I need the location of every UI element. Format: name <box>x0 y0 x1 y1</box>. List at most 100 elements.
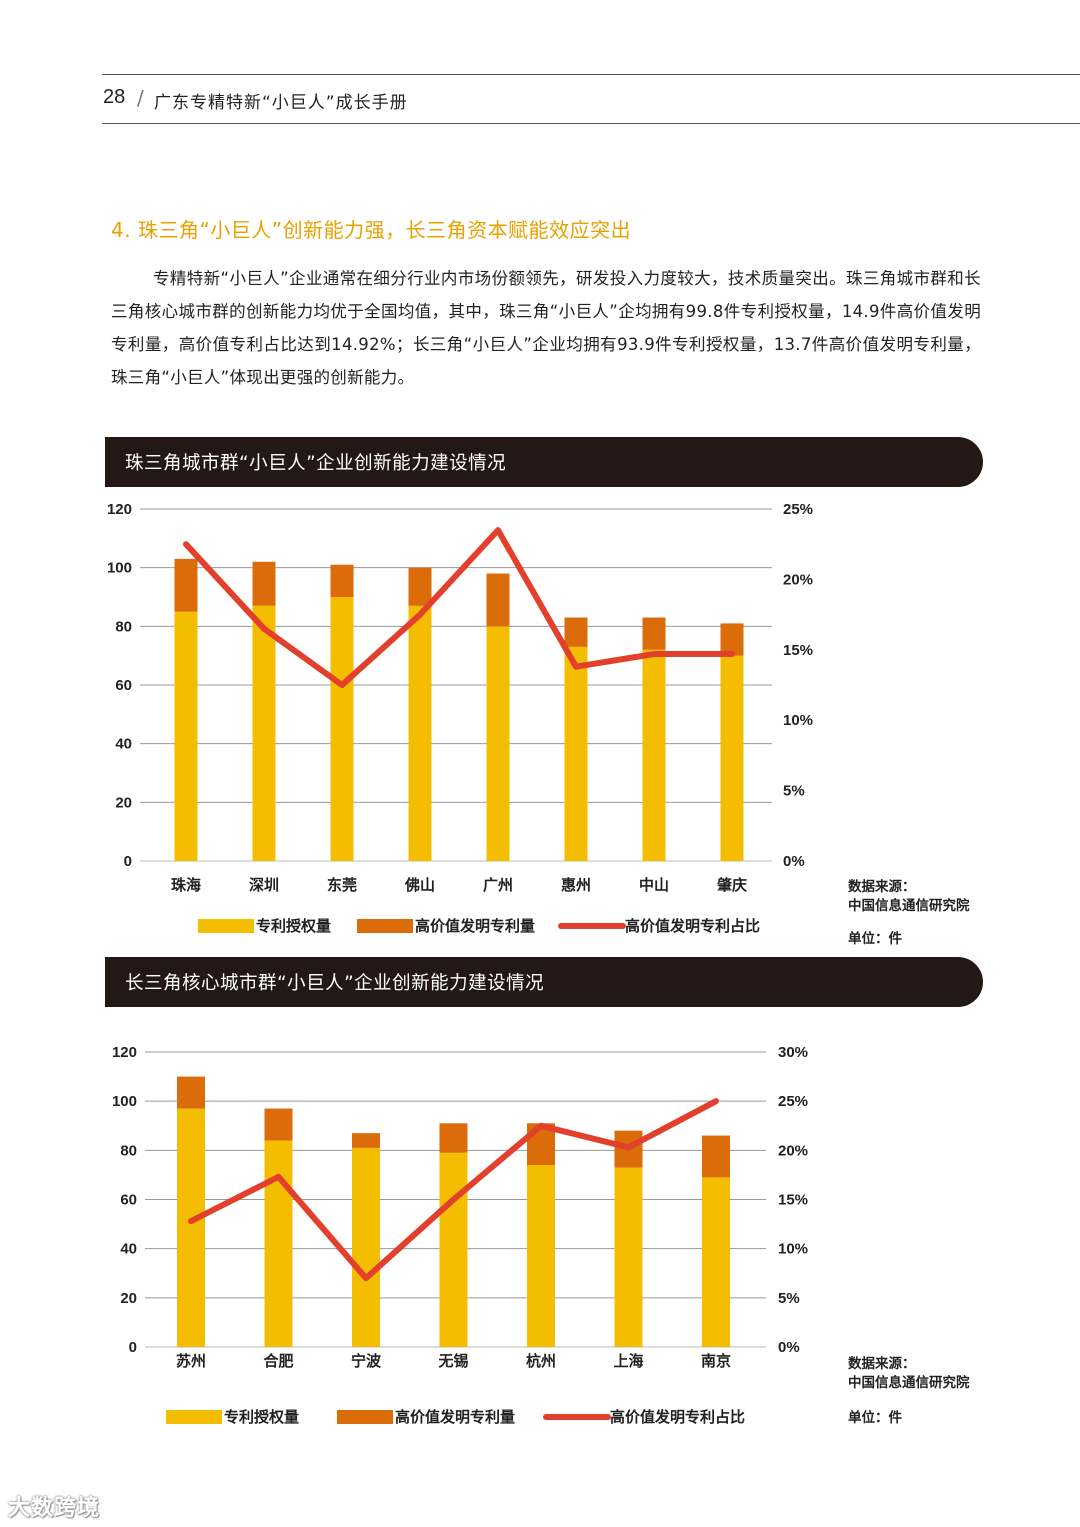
bar-high-value <box>264 1108 293 1141</box>
bar-high-value <box>408 567 432 606</box>
header-top-rule <box>102 74 1080 75</box>
legend-label: 高价值发明专利量 <box>415 917 535 935</box>
y-tick-label: 0 <box>129 1339 137 1356</box>
y-tick-label: 120 <box>112 1044 137 1061</box>
y2-tick-label: 30% <box>778 1044 808 1061</box>
chart2-title: 长三角核心城市群“小巨人”企业创新能力建设情况 <box>125 973 545 994</box>
bar-patent <box>174 611 198 861</box>
page-number: 28 <box>103 86 126 108</box>
legend-label: 专利授权量 <box>256 917 331 935</box>
category-label: 惠州 <box>561 876 591 894</box>
category-label: 苏州 <box>176 1352 206 1370</box>
y2-tick-label: 5% <box>778 1290 800 1307</box>
bar-patent <box>352 1147 380 1347</box>
y-tick-label: 80 <box>120 1142 137 1159</box>
y2-tick-label: 15% <box>783 642 813 659</box>
y2-tick-label: 10% <box>778 1241 808 1258</box>
y-tick-label: 100 <box>107 560 132 577</box>
category-label: 佛山 <box>404 876 435 894</box>
bar-high-value <box>702 1135 730 1178</box>
bar-patent <box>264 1140 293 1347</box>
y-tick-label: 120 <box>107 501 132 518</box>
section-paragraph: 专精特新“小巨人”企业通常在细分行业内市场份额领先，研发投入力度较大，技术质量突… <box>111 269 981 387</box>
bar-patent <box>408 605 432 861</box>
source-name: 中国信息通信研究院 <box>848 897 970 914</box>
bar-patent <box>439 1152 468 1347</box>
y-tick-label: 60 <box>120 1192 137 1209</box>
book-title: 广东专精特新“小巨人”成长手册 <box>154 93 408 113</box>
y2-tick-label: 0% <box>783 853 805 870</box>
unit-label: 单位：件 <box>848 930 902 947</box>
legend-swatch <box>337 1410 393 1424</box>
legend-label: 高价值发明专利量 <box>395 1408 515 1426</box>
y-tick-label: 40 <box>120 1241 137 1258</box>
category-label: 中山 <box>639 876 669 894</box>
bar-patent <box>527 1165 555 1347</box>
bar-patent <box>642 649 666 861</box>
bar-high-value <box>352 1133 380 1148</box>
bar-high-value <box>177 1076 205 1109</box>
y2-tick-label: 15% <box>778 1192 808 1209</box>
bar-patent <box>720 655 744 861</box>
bar-high-value <box>486 573 510 627</box>
y-tick-label: 20 <box>115 794 132 811</box>
chart1-pearl-river-delta: 120 100 80 60 40 20 0 25% 20% 15% 10% 5% 0% 珠海 深圳 东莞 佛山 广… <box>107 501 970 947</box>
category-label: 深圳 <box>249 876 279 894</box>
legend-swatch <box>166 1410 222 1424</box>
bar-high-value <box>720 623 744 656</box>
source-name: 中国信息通信研究院 <box>848 1374 970 1391</box>
ratio-line <box>188 1098 719 1282</box>
y-tick-label: 0 <box>124 853 132 870</box>
category-label: 珠海 <box>171 876 201 894</box>
header-separator: / <box>137 86 144 110</box>
y-tick-label: 60 <box>115 677 132 694</box>
ratio-line <box>183 527 735 688</box>
bar-high-value <box>330 564 354 597</box>
category-label: 杭州 <box>526 1352 556 1370</box>
category-label: 东莞 <box>327 876 357 894</box>
category-label: 合肥 <box>262 1352 293 1370</box>
y2-tick-label: 25% <box>783 501 813 518</box>
y-tick-label: 20 <box>120 1290 137 1307</box>
bar-patent <box>330 597 354 861</box>
y2-tick-label: 5% <box>783 783 805 800</box>
chart1-title-banner: 珠三角城市群“小巨人”企业创新能力建设情况 <box>105 437 983 487</box>
bar-patent <box>177 1108 205 1347</box>
legend-label: 高价值发明专利占比 <box>625 917 760 935</box>
y2-tick-label: 25% <box>778 1093 808 1110</box>
bar-high-value <box>174 558 198 612</box>
category-label: 南京 <box>701 1352 731 1370</box>
chart2-yangtze-river-delta: 120 100 80 60 40 20 0 30% 25% 20% 15% 10% 5% 0% 苏州 合肥 宁波… <box>112 1044 970 1426</box>
category-label: 无锡 <box>437 1352 468 1370</box>
y-tick-label: 80 <box>115 618 132 635</box>
category-label: 肇庆 <box>716 876 747 894</box>
legend-swatch <box>198 919 254 933</box>
legend-label: 高价值发明专利占比 <box>610 1408 745 1426</box>
y-tick-label: 100 <box>112 1093 137 1110</box>
bar-patent <box>486 626 510 861</box>
section-title: 4. 珠三角“小巨人”创新能力强，长三角资本赋能效应突出 <box>111 218 632 242</box>
category-label: 宁波 <box>351 1352 382 1370</box>
unit-label: 单位：件 <box>848 1409 902 1426</box>
legend-swatch <box>357 919 413 933</box>
watermark-text: 大数跨境 <box>8 1496 101 1521</box>
header-bottom-rule <box>102 123 1080 124</box>
y2-tick-label: 0% <box>778 1339 800 1356</box>
y2-tick-label: 20% <box>783 571 813 588</box>
bar-patent <box>702 1177 730 1347</box>
chart2-title-banner: 长三角核心城市群“小巨人”企业创新能力建设情况 <box>105 957 983 1007</box>
y-tick-label: 40 <box>115 736 132 753</box>
source-label: 数据来源： <box>848 1355 916 1372</box>
y2-tick-label: 10% <box>783 712 813 729</box>
bar-high-value <box>439 1123 468 1153</box>
bar-high-value <box>564 617 588 647</box>
bar-patent <box>614 1167 643 1347</box>
category-label: 广州 <box>483 876 513 894</box>
y2-tick-label: 20% <box>778 1142 808 1159</box>
category-label: 上海 <box>613 1352 643 1370</box>
bar-high-value <box>252 561 276 606</box>
bar-patent <box>564 646 588 861</box>
legend-label: 专利授权量 <box>224 1408 299 1426</box>
watermark: 大数跨境 <box>8 1490 100 1522</box>
chart1-title: 珠三角城市群“小巨人”企业创新能力建设情况 <box>125 453 507 474</box>
